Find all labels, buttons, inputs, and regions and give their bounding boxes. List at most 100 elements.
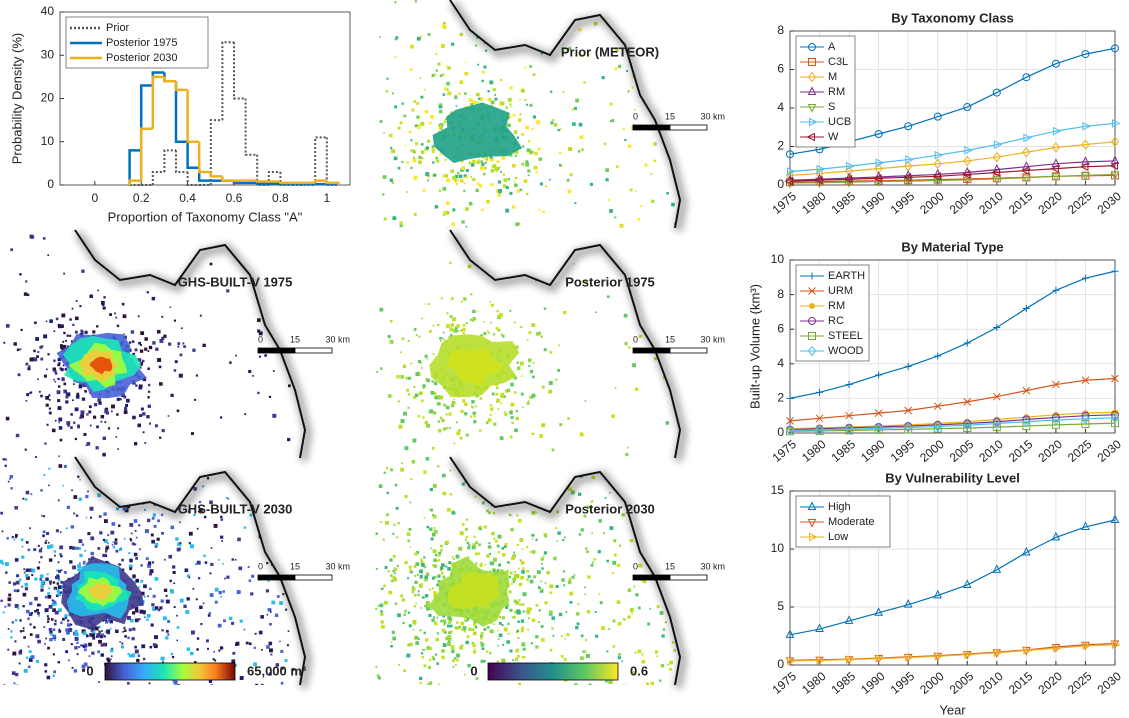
map-pixel: [605, 680, 608, 683]
map-pixel: [45, 637, 48, 640]
map-pixel: [444, 227, 449, 228]
map-pixel: [76, 546, 79, 550]
map-title: GHS-BUILT-V 2030: [178, 501, 293, 516]
chart-title: By Taxonomy Class: [891, 10, 1014, 25]
x-axis-label: Proportion of Taxonomy Class "A": [108, 209, 303, 224]
map-pixel: [91, 633, 95, 638]
map-pixel: [27, 665, 31, 669]
map-pixel: [513, 599, 518, 603]
map-pixel: [477, 182, 480, 185]
x-tick-label: 0.6: [226, 191, 243, 205]
map-pixel: [30, 655, 35, 659]
map-pixel: [615, 47, 619, 52]
map-pixel: [493, 537, 496, 540]
map-pixel: [586, 550, 589, 554]
map-pixel: [62, 484, 65, 487]
map-pixel: [535, 604, 539, 607]
map-pixel: [170, 393, 174, 397]
map-pixel: [568, 146, 573, 151]
map-pixel: [509, 608, 513, 612]
map-pixel: [595, 634, 599, 638]
map-pixel: [39, 578, 42, 581]
map-pixel: [54, 639, 56, 642]
map-pixel: [529, 103, 533, 107]
map-pixel: [423, 516, 426, 519]
x-tick-label: 0.8: [272, 191, 289, 205]
map-pixel: [291, 553, 295, 556]
map-pixel: [641, 517, 646, 522]
map-pixel: [49, 583, 52, 585]
map-pixel: [437, 559, 440, 562]
map-pixel: [519, 537, 524, 542]
map-pixel: [151, 296, 156, 301]
map-pixel: [490, 183, 494, 187]
marker: [933, 158, 942, 170]
map-pixel: [138, 385, 143, 390]
map-pixel: [447, 642, 451, 646]
map-pixel: [494, 539, 498, 543]
map-pixel: [133, 519, 138, 523]
map-pixel: [580, 656, 584, 661]
map-pixel: [293, 524, 296, 527]
map-pixel: [419, 569, 423, 574]
map-pixel: [26, 576, 30, 580]
x-tick-label: 1975: [770, 669, 800, 697]
map-pixel: [75, 299, 78, 302]
map-pixel: [496, 160, 500, 164]
map-pixel: [438, 683, 440, 685]
legend-marker: [808, 332, 816, 340]
map-pixel: [271, 600, 276, 605]
map-pixel: [72, 631, 77, 636]
map-pixel: [426, 357, 429, 360]
map-pixel: [157, 608, 161, 612]
map-pixel: [401, 102, 404, 105]
marker: [933, 589, 943, 599]
map-pixel: [423, 631, 427, 635]
map-pixel: [455, 554, 460, 559]
map-pixel: [123, 410, 128, 414]
map-pixel: [538, 208, 541, 211]
map-pixel: [488, 651, 492, 655]
map-pixel: [401, 337, 405, 340]
map-pixel: [578, 122, 583, 127]
map-pixel: [125, 403, 129, 407]
map-pixel: [186, 574, 190, 578]
map-pixel: [565, 611, 568, 614]
map-pixel: [53, 550, 57, 553]
map-pixel: [446, 178, 451, 183]
map-pixel: [503, 627, 508, 632]
axes-box: [789, 490, 1116, 666]
map-pixel: [60, 368, 64, 372]
map-pixel: [138, 524, 141, 527]
map-pixel: [424, 638, 429, 642]
map-pixel: [531, 375, 535, 379]
map-pixel: [210, 562, 214, 567]
map-pixel: [464, 527, 468, 531]
map-pixel: [473, 420, 477, 424]
map-pixel: [140, 361, 144, 365]
map-pixel: [141, 644, 146, 649]
map-pixel: [162, 616, 167, 621]
map-pixel: [89, 516, 92, 519]
map-pixel: [165, 599, 170, 604]
map-pixel: [467, 264, 472, 269]
marker: [964, 650, 973, 659]
map-pixel: [104, 409, 109, 414]
map-pixel: [213, 650, 215, 653]
map-pixel: [152, 561, 155, 564]
map-pixel: [61, 377, 65, 382]
map-pixel: [472, 543, 476, 547]
map-pixel: [363, 426, 365, 428]
y-tick-label: 15: [771, 483, 785, 497]
map-pixel: [459, 32, 463, 37]
x-tick-label: 1985: [829, 437, 859, 465]
map-pixel: [440, 297, 443, 300]
map-pixel: [456, 621, 459, 624]
map-pixel: [51, 599, 54, 602]
map-pixel: [81, 664, 86, 669]
map-pixel: [571, 575, 575, 579]
map-pixel: [37, 639, 41, 644]
map-pixel: [501, 156, 506, 160]
map-pixel: [529, 579, 534, 584]
map-pixel: [129, 558, 133, 563]
